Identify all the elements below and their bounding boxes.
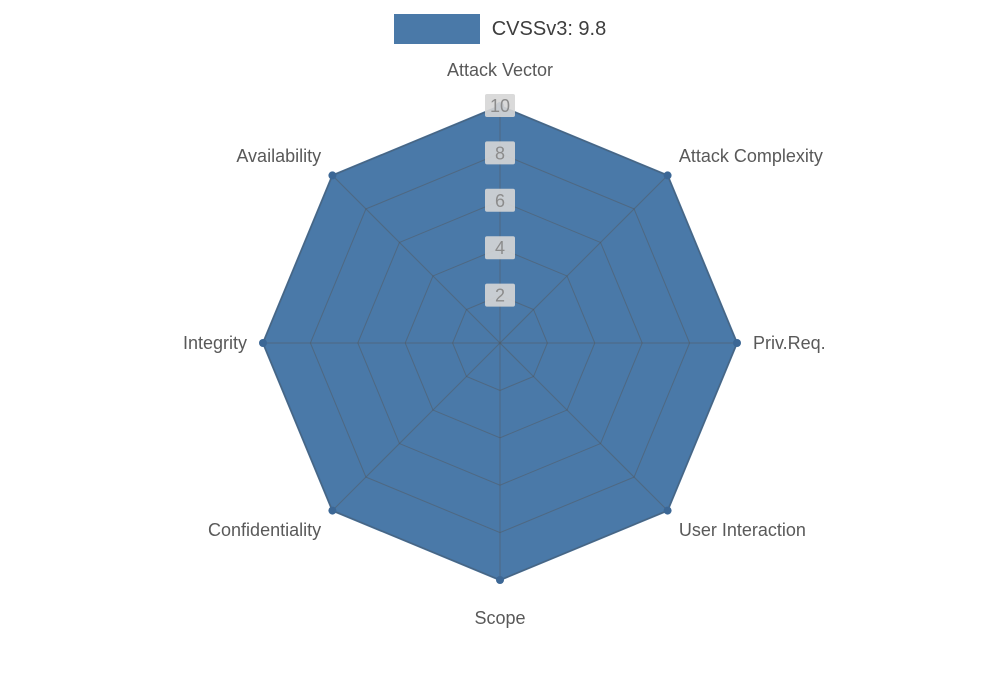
vertex-marker xyxy=(328,506,337,515)
tick-label-bg xyxy=(485,236,515,260)
axis-label: User Interaction xyxy=(679,520,806,540)
grid-spoke xyxy=(332,342,501,511)
vertex-marker xyxy=(496,576,504,584)
grid-ring xyxy=(452,295,548,391)
vertex-marker xyxy=(733,339,741,347)
axis-label: Priv.Req. xyxy=(753,333,826,353)
grid-ring xyxy=(357,200,643,486)
grid-spoke xyxy=(499,342,668,511)
tick-label-bg xyxy=(485,141,515,165)
tick-label-bg xyxy=(485,283,515,307)
axis-label: Availability xyxy=(236,146,321,166)
legend: CVSSv3: 9.8 xyxy=(0,14,1000,44)
vertex-marker xyxy=(259,339,267,347)
tick-label-bg xyxy=(485,94,515,117)
axis-label: Integrity xyxy=(183,333,247,353)
axis-label: Attack Complexity xyxy=(679,146,823,166)
tick-label-bg xyxy=(485,188,515,212)
vertex-marker xyxy=(663,506,672,515)
axis-label: Scope xyxy=(474,608,525,628)
legend-swatch xyxy=(393,14,480,44)
tick-label: 2 xyxy=(495,286,505,306)
legend-label: CVSSv3: 9.8 xyxy=(491,17,607,40)
tick-label: 8 xyxy=(495,143,505,163)
grid-ring xyxy=(309,152,691,534)
grid-spoke xyxy=(499,175,668,344)
vertex-marker xyxy=(663,171,672,180)
vertex-marker xyxy=(328,171,337,180)
axis-label: Attack Vector xyxy=(447,60,553,80)
tick-label: 4 xyxy=(495,238,505,258)
tick-label: 6 xyxy=(495,191,505,211)
grid-spoke xyxy=(332,175,501,344)
axis-label: Confidentiality xyxy=(208,520,321,540)
grid-ring xyxy=(404,247,596,439)
tick-label: 10 xyxy=(490,96,510,116)
